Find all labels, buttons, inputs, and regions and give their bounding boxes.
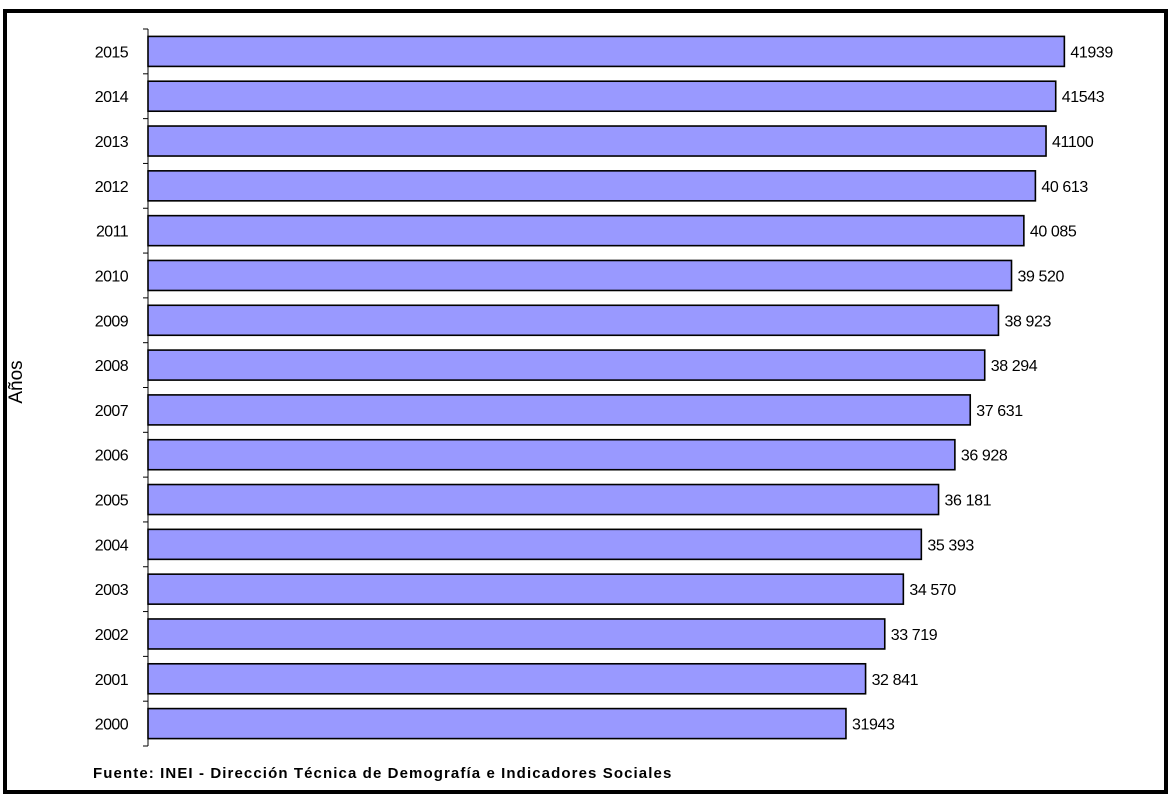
bar	[147, 304, 1000, 337]
category-label: 2007	[95, 403, 129, 420]
data-label: 36 181	[945, 493, 992, 510]
bar	[147, 573, 905, 605]
data-label: 36 928	[961, 448, 1008, 465]
bar	[147, 438, 956, 471]
data-label: 33 719	[891, 627, 938, 644]
data-label: 41100	[1052, 134, 1094, 151]
data-label: 38 294	[991, 358, 1038, 375]
category-label: 2006	[95, 448, 129, 465]
category-label: 2002	[95, 627, 129, 644]
category-label: 2009	[95, 313, 129, 330]
data-label: 32 841	[872, 672, 919, 689]
bar	[147, 618, 886, 650]
category-label: 2014	[95, 89, 129, 106]
bar	[147, 349, 986, 381]
bar	[147, 394, 972, 426]
data-label: 40 613	[1041, 179, 1088, 196]
data-label: 35 393	[927, 537, 974, 554]
category-label: 2000	[95, 717, 129, 734]
data-label: 31943	[852, 717, 895, 734]
category-label: 2013	[95, 134, 129, 151]
bar	[147, 80, 1057, 113]
bar	[147, 35, 1066, 68]
category-label: 2003	[95, 582, 129, 599]
data-label: 34 570	[909, 582, 956, 599]
category-label: 2004	[95, 537, 129, 554]
data-label: 37 631	[976, 403, 1023, 420]
data-label: 40 085	[1030, 224, 1077, 241]
bar	[147, 662, 867, 695]
category-label: 2005	[95, 493, 129, 510]
bar	[147, 528, 923, 561]
bar	[147, 483, 940, 516]
bar	[147, 259, 1013, 292]
category-label: 2010	[95, 268, 129, 285]
bar	[147, 125, 1047, 157]
data-label: 39 520	[1018, 268, 1065, 285]
data-label: 41543	[1062, 89, 1105, 106]
bar	[147, 214, 1025, 247]
category-label: 2015	[95, 44, 129, 61]
source-note: Fuente: INEI - Dirección Técnica de Demo…	[93, 765, 673, 782]
bar	[147, 170, 1037, 202]
y-axis-label: Años	[6, 360, 27, 404]
category-label: 2001	[95, 672, 129, 689]
category-label: 2008	[95, 358, 129, 375]
data-label: 38 923	[1004, 313, 1051, 330]
data-label: 41939	[1070, 44, 1113, 61]
category-label: 2011	[96, 224, 129, 241]
category-label: 2012	[95, 179, 129, 196]
bar	[147, 707, 847, 740]
